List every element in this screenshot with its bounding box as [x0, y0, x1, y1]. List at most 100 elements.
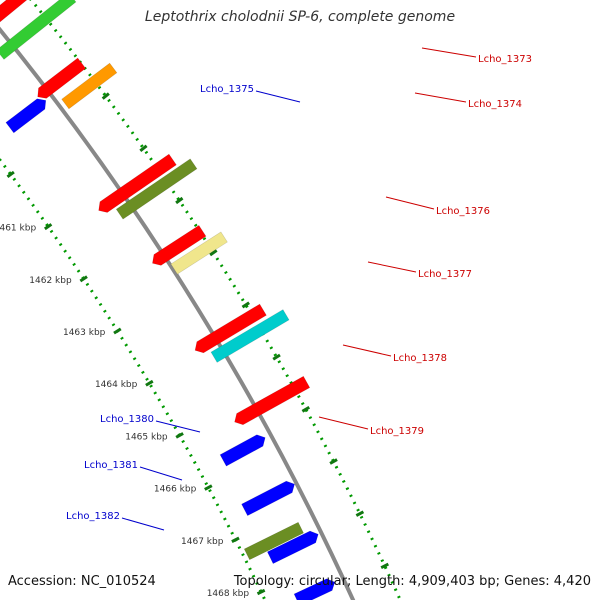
tick-mark [79, 275, 88, 283]
gene-label-reverse: Lcho_1382 [66, 511, 165, 531]
gene-label-reverse: Lcho_1380 [100, 414, 201, 433]
cds-forward-0 [0, 0, 29, 28]
length-value: 4,909,403 bp [408, 574, 496, 589]
genes-value: 4,420 [553, 574, 591, 589]
leader-line [385, 196, 435, 210]
cog-box-orange [61, 62, 118, 110]
tick-marks: 1458 kbp 1459 kbp 1460 kbp 1461 kbp 1462 kbp… [0, 92, 390, 599]
gene-name: Lcho_1379 [370, 426, 424, 437]
cds-reverse-1 [219, 434, 266, 467]
leader-line [255, 90, 301, 103]
tick-mark-right [175, 196, 184, 205]
gene-name: Lcho_1382 [66, 511, 120, 522]
tick-4: 1462 kbp [29, 275, 250, 309]
tick-5: 1463 kbp [63, 327, 281, 361]
backbone [0, 26, 356, 600]
cog-box-green [0, 0, 77, 60]
cds-reverse-2 [241, 480, 295, 517]
tick-mark-right [139, 144, 148, 152]
accession-value: NC_010524 [80, 574, 156, 589]
gene-label-forward: Lcho_1374 [414, 92, 522, 110]
gene-name: Lcho_1381 [84, 460, 138, 471]
cog-box-reverse [243, 521, 304, 561]
map-title: Leptothrix cholodnii SP-6, complete geno… [144, 9, 456, 25]
gene-label-forward: Lcho_1376 [385, 196, 490, 217]
cds-reverse-0 [5, 98, 47, 134]
tick-mark [113, 327, 122, 335]
genome-stats: Topology: circular; Length: 4,909,403 bp… [233, 574, 591, 589]
gene-name: Lcho_1374 [468, 99, 522, 110]
accession-info: Accession: NC_010524 [8, 574, 156, 589]
topology-value: circular [298, 574, 347, 589]
tick-2: 1460 kbp [6, 170, 184, 205]
tick-mark [175, 432, 184, 439]
gene-name: Lcho_1376 [436, 206, 490, 217]
gene-label-reverse: Lcho_1381 [84, 460, 183, 481]
gene-label-forward: Lcho_1378 [342, 344, 447, 364]
tick-mark [204, 484, 213, 491]
tick-label: 1462 kbp [29, 276, 72, 286]
leader-line [342, 344, 392, 357]
gene-label-reverse: Lcho_1375 [200, 84, 301, 103]
tick-9: 1467 kbp [181, 536, 390, 570]
gene-label-forward: Lcho_1373 [421, 47, 532, 65]
tick-6: 1464 kbp [95, 379, 311, 413]
tick-mark [6, 170, 15, 178]
cds-reverse-3 [266, 530, 319, 565]
gene-name: Lcho_1377 [418, 269, 472, 280]
tick-mark-right [301, 405, 311, 413]
tick-mark-right [209, 249, 218, 257]
cog-box-cyan [210, 309, 290, 363]
cds-forward-2 [98, 153, 177, 213]
tick-mark [145, 379, 154, 387]
tick-10: 1468 kbp [207, 588, 266, 599]
gene-name: Lcho_1378 [393, 353, 447, 364]
gene-labels: Lcho_1373 Lcho_1374 Lcho_1376 Lcho_1377 Lcho… [66, 47, 532, 531]
tick-mark-right [380, 562, 390, 570]
gene-label-forward: Lcho_1377 [367, 261, 472, 280]
leader-line [367, 261, 417, 273]
tick-label: 1468 kbp [207, 589, 250, 599]
tick-mark [44, 223, 53, 231]
tick-label: 1466 kbp [154, 485, 197, 495]
tick-mark-right [329, 458, 338, 465]
backbone-line [0, 26, 356, 600]
cds-forward-3 [152, 224, 207, 266]
dotted-guide-lines [0, 0, 402, 600]
tick-0: 1458 kbp [101, 92, 110, 100]
cog-box-olive [115, 158, 198, 220]
leader-line [318, 416, 369, 430]
tick-mark-right [101, 92, 110, 100]
leader-line [421, 47, 477, 58]
leader-line [155, 420, 201, 433]
tick-mark-right [272, 353, 281, 361]
tick-label: 1464 kbp [95, 380, 138, 390]
gene-name: Lcho_1375 [200, 84, 254, 95]
cds-forward-5 [234, 375, 311, 426]
tick-1: 1459 kbp [139, 144, 148, 152]
cds-forward-4 [194, 303, 267, 354]
cds-forward-1 [37, 57, 87, 99]
tick-label: 1461 kbp [0, 224, 36, 234]
cds-reverse-4 [293, 578, 336, 600]
tick-mark [256, 588, 266, 596]
leader-line [139, 466, 183, 481]
accession-label: Accession: [8, 574, 77, 589]
tick-3: 1461 kbp [0, 223, 218, 257]
gene-label-forward: Lcho_1379 [318, 416, 424, 437]
length-label: Length: [355, 574, 405, 589]
tick-mark-right [355, 510, 365, 517]
cog-box-yellow [170, 231, 228, 275]
gene-name: Lcho_1380 [100, 414, 154, 425]
tick-mark [231, 536, 240, 543]
tick-label: 1467 kbp [181, 537, 224, 547]
gene-features [0, 0, 336, 600]
dotted-line-outer-left [0, 157, 267, 600]
tick-7: 1465 kbp [125, 432, 338, 465]
genes-label: Genes: [504, 574, 550, 589]
topology-label: Topology: [233, 574, 295, 589]
gene-name: Lcho_1373 [478, 54, 532, 65]
leader-line [121, 517, 165, 531]
tick-8: 1466 kbp [154, 484, 365, 517]
